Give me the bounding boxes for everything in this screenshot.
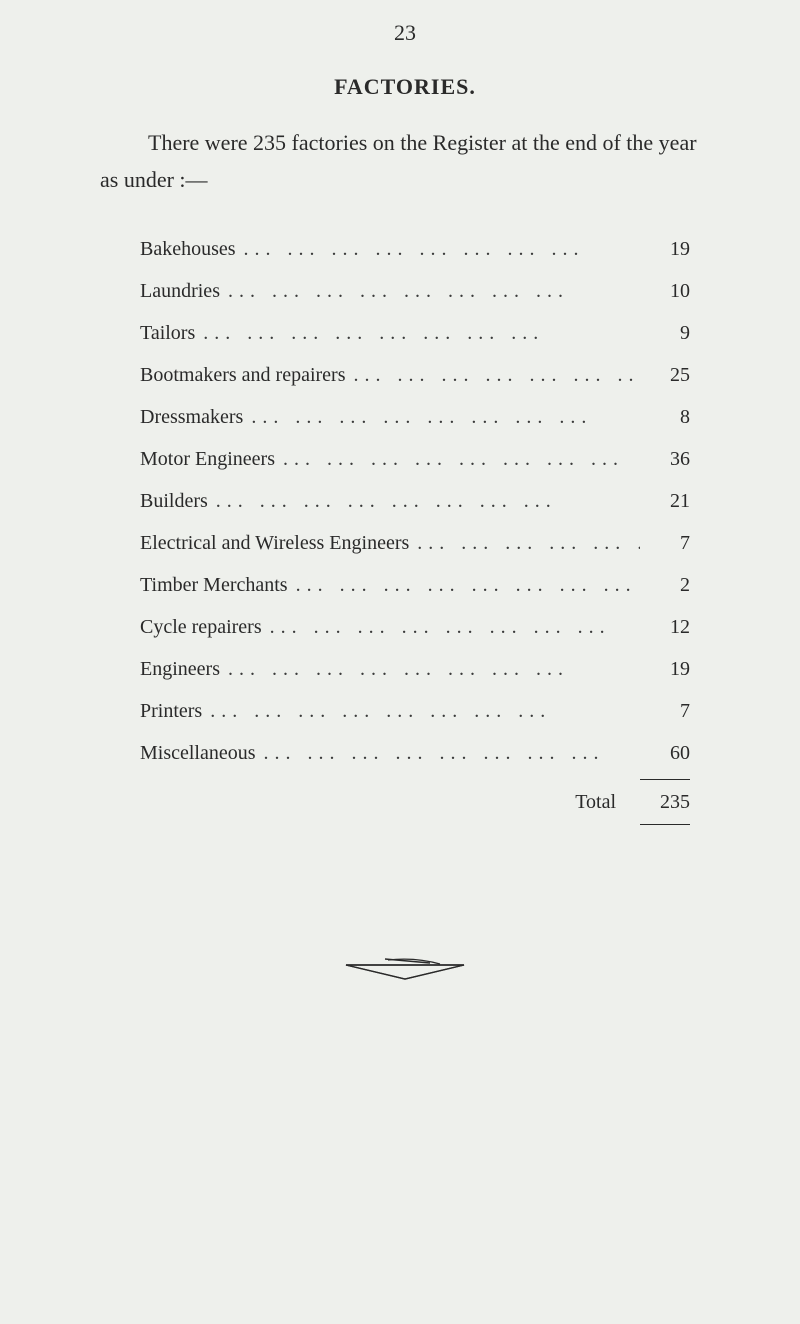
factory-value: 19 [640, 649, 690, 689]
factory-label: Motor Engineers [140, 439, 275, 479]
intro-paragraph: There were 235 factories on the Register… [100, 124, 710, 199]
factory-value: 60 [640, 733, 690, 773]
factory-value: 2 [640, 565, 690, 605]
dot-leader: ... ... ... ... ... ... ... ... [236, 229, 640, 269]
dot-leader: ... ... ... ... ... ... ... ... [262, 607, 640, 647]
factory-value: 21 [640, 481, 690, 521]
factory-row: Tailors... ... ... ... ... ... ... ...9 [140, 313, 690, 353]
dot-leader: ... ... ... ... ... ... ... ... [243, 397, 640, 437]
dot-leader: ... ... ... ... ... ... ... ... [202, 691, 640, 731]
factory-value: 7 [640, 691, 690, 731]
dot-leader: ... ... ... ... ... ... ... ... [195, 313, 640, 353]
dot-leader: ... ... ... ... ... ... ... ... [208, 481, 640, 521]
dot-leader: ... ... ... ... ... ... ... ... [409, 523, 640, 563]
factory-label: Dressmakers [140, 397, 243, 437]
factory-row: Motor Engineers... ... ... ... ... ... .… [140, 439, 690, 479]
factory-label: Timber Merchants [140, 565, 288, 605]
factory-value: 10 [640, 271, 690, 311]
factory-row: Dressmakers... ... ... ... ... ... ... .… [140, 397, 690, 437]
dot-leader: ... ... ... ... ... ... ... ... [288, 565, 640, 605]
factory-row: Builders... ... ... ... ... ... ... ...2… [140, 481, 690, 521]
factory-value: 19 [640, 229, 690, 269]
factory-value: 9 [640, 313, 690, 353]
dot-leader: ... ... ... ... ... ... ... ... [220, 271, 640, 311]
dot-leader: ... ... ... ... ... ... ... ... [220, 649, 640, 689]
dot-leader: ... ... ... ... ... ... ... ... [256, 733, 640, 773]
factory-row: Laundries... ... ... ... ... ... ... ...… [140, 271, 690, 311]
factory-value: 36 [640, 439, 690, 479]
factory-label: Printers [140, 691, 202, 731]
factory-row: Bootmakers and repairers... ... ... ... … [140, 355, 690, 395]
factory-row: Miscellaneous... ... ... ... ... ... ...… [140, 733, 690, 773]
factory-row: Printers... ... ... ... ... ... ... ...7 [140, 691, 690, 731]
section-title: FACTORIES. [100, 74, 710, 100]
total-label: Total [140, 782, 640, 822]
factory-label: Tailors [140, 313, 195, 353]
factory-label: Electrical and Wireless Engineers [140, 523, 409, 563]
factory-list: Bakehouses... ... ... ... ... ... ... ..… [100, 229, 710, 825]
factory-value: 8 [640, 397, 690, 437]
factory-label: Builders [140, 481, 208, 521]
factory-label: Cycle repairers [140, 607, 262, 647]
factory-label: Bootmakers and repairers [140, 355, 345, 395]
factory-label: Bakehouses [140, 229, 236, 269]
factory-label: Miscellaneous [140, 733, 256, 773]
factory-label: Engineers [140, 649, 220, 689]
total-value: 235 [640, 779, 690, 825]
page-number: 23 [100, 20, 710, 46]
total-row: Total235 [140, 779, 690, 825]
factory-value: 25 [640, 355, 690, 395]
dot-leader: ... ... ... ... ... ... ... ... [345, 355, 640, 395]
factory-row: Timber Merchants... ... ... ... ... ... … [140, 565, 690, 605]
factory-row: Bakehouses... ... ... ... ... ... ... ..… [140, 229, 690, 269]
dot-leader: ... ... ... ... ... ... ... ... [275, 439, 640, 479]
factory-row: Cycle repairers... ... ... ... ... ... .… [140, 607, 690, 647]
factory-row: Electrical and Wireless Engineers... ...… [140, 523, 690, 563]
factory-label: Laundries [140, 271, 220, 311]
factory-row: Engineers... ... ... ... ... ... ... ...… [140, 649, 690, 689]
factory-value: 12 [640, 607, 690, 647]
factory-value: 7 [640, 523, 690, 563]
ornament-divider-icon [100, 955, 710, 990]
